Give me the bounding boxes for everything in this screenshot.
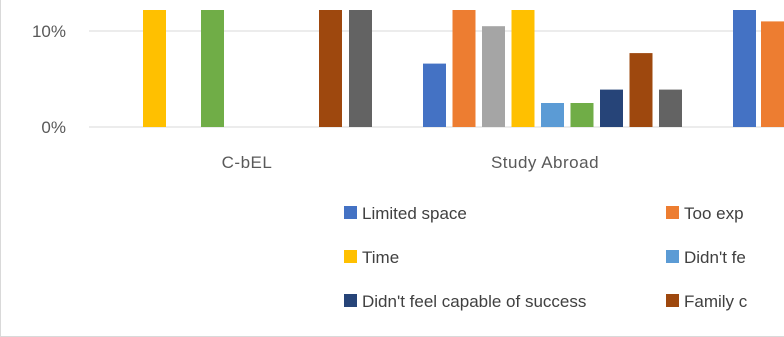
legend-label: Family c [684,292,748,311]
legend-label: Too exp [684,204,744,223]
bar [482,26,505,128]
bar [659,89,682,127]
bar [541,103,564,127]
bar [349,10,372,127]
category-label: C-bEL [222,153,273,172]
legend-swatch [344,294,357,307]
y-tick-label: 0% [41,118,66,137]
legend: Limited space Too exp Time Didn't fe Didn't … [344,204,748,311]
bar [143,10,166,127]
bar [629,53,653,127]
bar [733,10,756,127]
bar [570,103,594,127]
bar [511,10,535,127]
category-label: Study Abroad [491,153,599,172]
legend-swatch [666,294,679,307]
bar [761,21,784,127]
bars-layer [143,10,784,128]
legend-label: Didn't fe [684,248,746,267]
bar [319,10,342,127]
legend-swatch [666,250,679,263]
bar [452,10,476,127]
legend-swatch [344,206,357,219]
legend-swatch [666,206,679,219]
x-axis: C-bEL Study Abroad [222,153,599,172]
legend-label: Limited space [362,204,467,223]
legend-label: Time [362,248,399,267]
legend-swatch [344,250,357,263]
legend-label: Didn't feel capable of success [362,292,586,311]
y-tick-label: 10% [32,22,66,41]
y-axis: 0% 10% [32,22,66,137]
bar [423,63,446,127]
bar [201,10,224,127]
bar [600,89,623,127]
